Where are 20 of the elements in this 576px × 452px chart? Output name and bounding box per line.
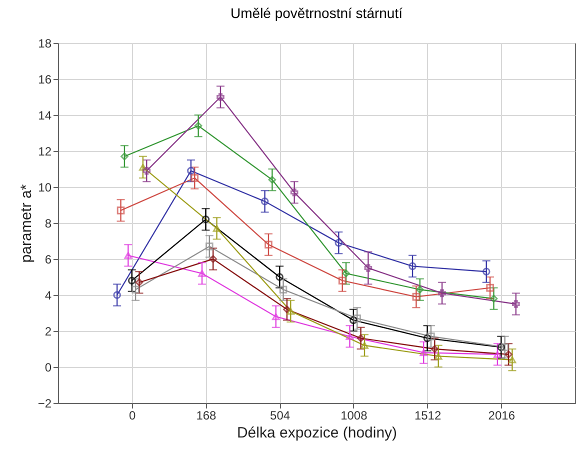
y-tick-label: 18 (38, 36, 52, 50)
y-tick-label: 2 (44, 324, 52, 338)
x-tick-label: 1512 (414, 408, 442, 422)
chart-title: Umělé povětrnostní stárnutí (230, 5, 403, 21)
x-tick-label: 168 (196, 408, 217, 422)
y-tick-label: 12 (38, 144, 52, 158)
y-tick-label: 16 (38, 72, 52, 86)
y-tick-label: 6 (44, 252, 52, 266)
y-tick-label: 14 (38, 108, 52, 122)
y-tick-label: 0 (44, 360, 52, 374)
x-tick-label: 504 (270, 408, 290, 422)
y-tick-label: 10 (38, 180, 52, 194)
x-tick-label: 2016 (488, 408, 516, 422)
y-tick-label: −2 (38, 396, 52, 410)
y-axis-title: parametr a* (18, 184, 35, 263)
x-tick-label: 1008 (340, 408, 368, 422)
x-tick-label: 0 (129, 408, 136, 422)
x-axis-title: Délka expozice (hodiny) (236, 424, 398, 442)
y-tick-label: 4 (44, 288, 52, 302)
y-tick-label: 8 (44, 216, 52, 230)
